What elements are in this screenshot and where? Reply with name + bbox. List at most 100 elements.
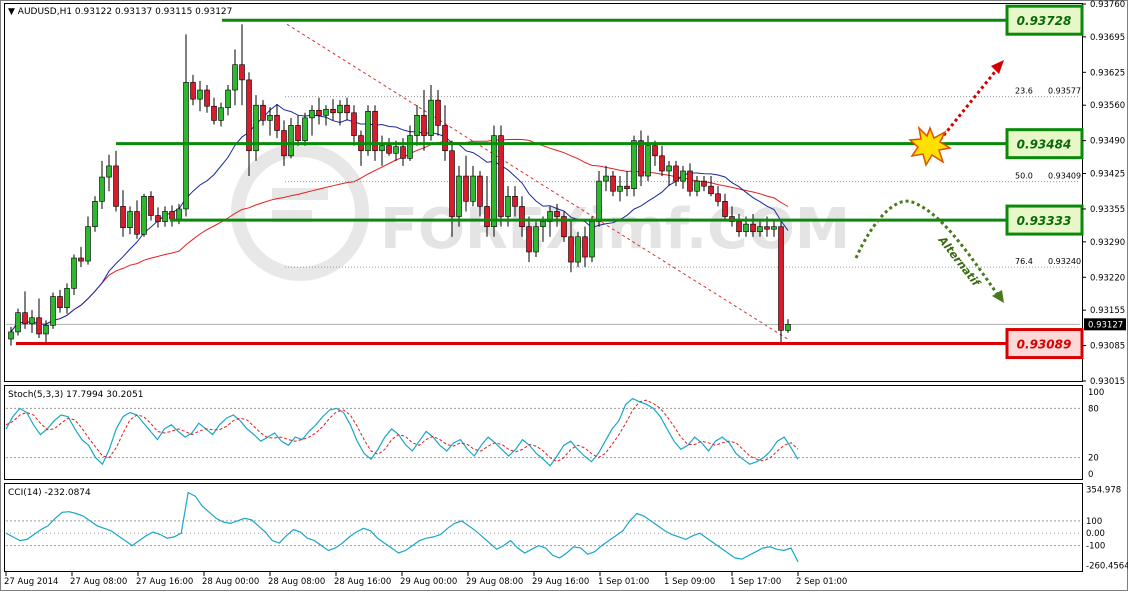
- candle-body: [519, 206, 525, 227]
- price-tick-label: 0.93220: [1090, 273, 1125, 283]
- candle-body: [50, 296, 56, 326]
- stoch-tick-label: 20: [1088, 454, 1099, 464]
- alternative-path-arrow: [854, 199, 1002, 299]
- cci-tick-label: 100: [1086, 517, 1102, 527]
- candle-body: [15, 312, 21, 333]
- candle-body: [197, 89, 203, 100]
- time-tick-label: 27 Aug 16:00: [136, 577, 193, 587]
- price-tick-label: 0.93155: [1090, 306, 1125, 316]
- time-tick-label: 28 Aug 00:00: [202, 577, 259, 587]
- time-tick-label: 29 Aug 00:00: [400, 577, 457, 587]
- candle-body: [687, 170, 693, 192]
- candle-body: [43, 325, 49, 335]
- candle-body: [260, 104, 266, 121]
- candle-body: [92, 201, 98, 227]
- candle-body: [134, 211, 140, 235]
- candle-body: [99, 176, 105, 202]
- current-price-label: 0.93127: [1088, 320, 1123, 330]
- candle-body: [218, 107, 224, 121]
- candle-body: [372, 110, 378, 152]
- candle-body: [407, 135, 413, 159]
- time-tick-label: 29 Aug 08:00: [466, 577, 523, 587]
- price-tick-label: 0.93625: [1090, 68, 1125, 78]
- candle-body: [316, 109, 322, 116]
- candle-body: [456, 175, 462, 217]
- candle-body: [673, 165, 679, 182]
- stoch-tick-label: 0: [1088, 470, 1093, 480]
- candle-body: [428, 99, 434, 136]
- candle-body: [778, 226, 784, 331]
- candle-body: [442, 125, 448, 152]
- candle-body: [561, 216, 567, 238]
- candle-body: [246, 79, 252, 152]
- time-tick-label: 29 Aug 16:00: [532, 577, 589, 587]
- fib-value-label: 0.93577: [1048, 87, 1081, 96]
- candle-body: [708, 185, 714, 195]
- cci-tick-label: -100: [1086, 542, 1105, 552]
- level-box-label: 0.93728: [1017, 14, 1072, 28]
- candle-body: [449, 150, 455, 217]
- candle-body: [330, 108, 336, 114]
- candle-body: [743, 223, 749, 233]
- candle-body: [596, 180, 602, 222]
- candle-body: [512, 195, 518, 207]
- candle-body: [652, 145, 658, 157]
- candle-body: [267, 115, 273, 121]
- candle-body: [470, 175, 476, 202]
- fib-ratio-label: 76.4: [1015, 257, 1033, 266]
- candle-body: [757, 226, 763, 233]
- candle-body: [589, 221, 595, 258]
- candle-body: [8, 331, 14, 340]
- candle-body: [624, 185, 630, 190]
- level-box: [1005, 328, 1084, 360]
- candle-body: [547, 211, 553, 222]
- candle-body: [253, 104, 259, 152]
- breakout-arrowhead-icon: [991, 60, 1004, 74]
- stoch-tick-label: 100: [1088, 388, 1104, 398]
- candle-body: [379, 145, 385, 152]
- level-box: [1005, 128, 1084, 160]
- price-tick-label: 0.93355: [1090, 205, 1125, 215]
- candle-body: [505, 195, 511, 217]
- candle-body: [771, 226, 777, 230]
- fib-ratio-label: 50.0: [1015, 172, 1033, 181]
- candle-body: [659, 155, 665, 172]
- price-tick-label: 0.93560: [1090, 101, 1125, 111]
- cci-tick-label: 0.00: [1086, 529, 1105, 539]
- time-tick-label: 28 Aug 16:00: [334, 577, 391, 587]
- candle-body: [610, 175, 616, 192]
- candle-body: [106, 165, 112, 178]
- candle-body: [631, 140, 637, 190]
- candle-body: [211, 105, 217, 121]
- candle-body: [484, 206, 490, 227]
- level-box-label: 0.93089: [1017, 338, 1072, 352]
- candle-body: [232, 64, 238, 91]
- level-box-label: 0.93333: [1017, 214, 1072, 228]
- price-tick-label: 0.93085: [1090, 342, 1125, 352]
- cci-line: [5, 491, 799, 563]
- candle-body: [554, 211, 560, 217]
- stoch-tick-label: 80: [1088, 404, 1099, 414]
- cci-pane-frame: [4, 483, 1083, 572]
- time-tick-label: 27 Aug 2014: [4, 577, 58, 587]
- price-tick-label: 0.93425: [1090, 170, 1125, 180]
- candle-body: [694, 180, 700, 192]
- candle-body: [127, 211, 133, 228]
- candle-body: [421, 115, 427, 136]
- fib-ratio-label: 23.6: [1015, 87, 1033, 96]
- candle-body: [414, 115, 420, 136]
- candle-body: [491, 135, 497, 227]
- candle-body: [190, 82, 196, 100]
- price-tick-label: 0.93695: [1090, 33, 1125, 43]
- candle-body: [582, 236, 588, 258]
- alternative-arrowhead-icon: [992, 290, 1004, 303]
- candle-body: [526, 226, 532, 253]
- candle-body: [57, 296, 63, 308]
- candle-body: [638, 140, 644, 177]
- level-box-label: 0.93484: [1017, 138, 1072, 152]
- candle-body: [176, 208, 182, 220]
- candle-body: [295, 125, 301, 141]
- candle-body: [344, 104, 350, 114]
